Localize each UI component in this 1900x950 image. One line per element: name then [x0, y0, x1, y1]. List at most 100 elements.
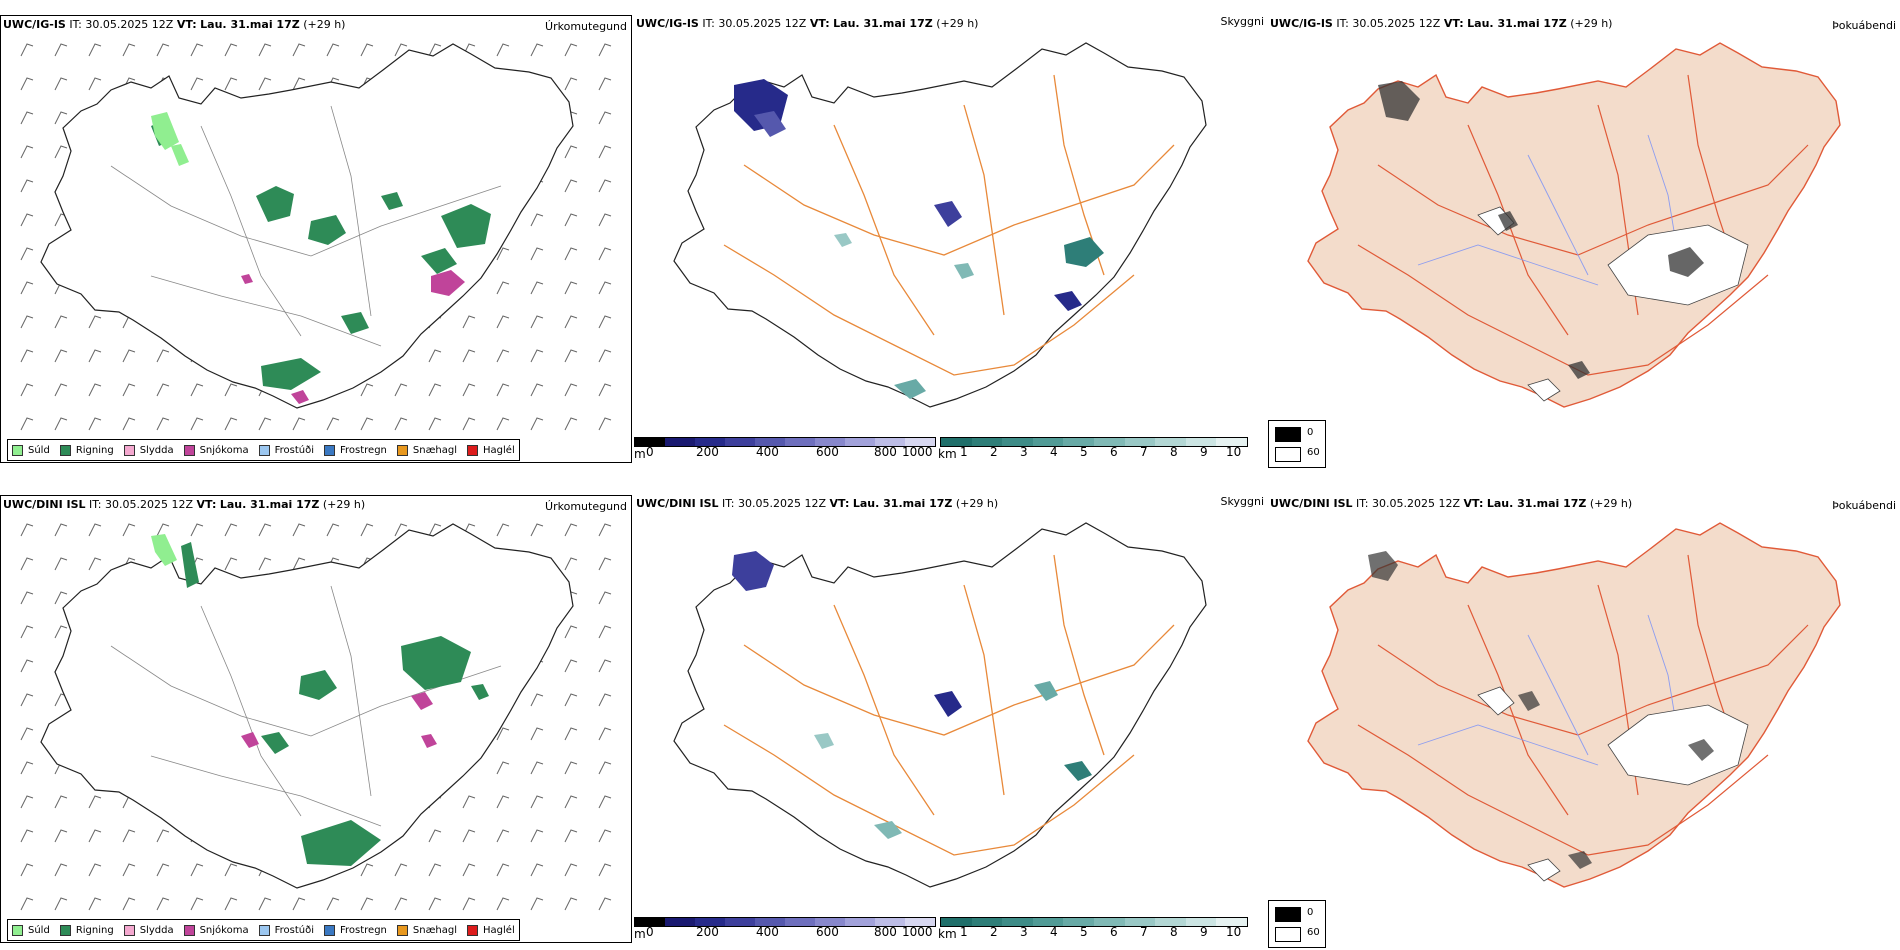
colorbar-step: [635, 438, 665, 446]
vt-value: Lau. 31.mai 17Z: [1467, 17, 1567, 30]
legend-item: Rigning: [59, 444, 114, 456]
vt-value: Lau. 31.mai 17Z: [219, 498, 320, 511]
cloud-base-tick: 400: [756, 445, 779, 459]
visibility-tick: 1: [960, 445, 968, 459]
vt-label: VT:: [1443, 17, 1464, 30]
vt-label: VT:: [1463, 497, 1484, 510]
cloud-base-tick: 600: [816, 445, 839, 459]
colorbar-step: [785, 438, 815, 446]
precip-map: [20, 523, 612, 911]
model-name: UWC/DINI ISL: [1270, 497, 1353, 510]
colorbar-step: [971, 438, 1003, 446]
colorbar-step: [785, 918, 815, 926]
iceland-outline: [673, 42, 1207, 408]
road-network: [110, 105, 502, 347]
panel-title-precip: Úrkomutegund: [545, 20, 627, 33]
it-value: 30.05.2025 12Z: [718, 17, 807, 30]
visibility-colorbar: km 1 2 3 4 5 6 7 8 9 10: [938, 917, 1258, 941]
legend-item: Snæhagl: [396, 924, 457, 936]
it-value: 30.05.2025 12Z: [105, 498, 194, 511]
legend-label: Slydda: [139, 924, 174, 936]
colorbar-step: [1063, 438, 1094, 446]
cloud-map: [673, 522, 1207, 888]
vt-label: VT:: [176, 18, 197, 31]
fog-map: [1307, 42, 1841, 408]
panel-header: UWC/DINI ISL IT: 30.05.2025 12Z VT: Lau.…: [3, 498, 365, 511]
legend-label: Frostúði: [274, 924, 314, 936]
legend-swatch: [396, 924, 408, 936]
legend-swatch: [59, 444, 71, 456]
panel-header: UWC/IG-IS IT: 30.05.2025 12Z VT: Lau. 31…: [3, 18, 345, 31]
legend-label: Súld: [28, 444, 50, 456]
road-network: [723, 554, 1175, 856]
rain-areas: [151, 120, 491, 390]
legend-item: Slydda: [123, 924, 174, 936]
fog-panel-bottom: UWC/DINI ISL IT: 30.05.2025 12Z VT: Lau.…: [1268, 495, 1900, 948]
cloud-base-tick: 200: [696, 445, 719, 459]
fog-legend-swatch-60: [1275, 927, 1301, 942]
fog-areas: [1368, 551, 1714, 869]
lead-time: (+29 h): [936, 17, 979, 30]
legend-item: Snjókoma: [183, 444, 249, 456]
legend-swatch: [123, 924, 135, 936]
visibility-tick: 10: [1226, 445, 1242, 459]
colorbar-step: [725, 438, 755, 446]
it-label: IT:: [702, 17, 715, 30]
cloud-base-areas: [734, 79, 1104, 399]
snow-areas: [241, 270, 465, 404]
legend-item: Rigning: [59, 924, 114, 936]
colorbar-step: [1093, 918, 1125, 926]
iceland-outline: [40, 523, 574, 889]
iceland-land: [1307, 42, 1841, 408]
colorbar-step: [1032, 438, 1064, 446]
visibility-colorbar: km 1 2 3 4 5 6 7 8 9 10: [938, 437, 1258, 461]
legend-swatch: [12, 444, 23, 456]
legend-label: Haglél: [483, 924, 515, 936]
legend-label: Snjókoma: [199, 924, 249, 936]
cloud-base-tick: 800: [874, 445, 897, 459]
cloud-base-tick: 400: [756, 925, 779, 939]
fog-map: [1307, 522, 1841, 888]
model-name: UWC/DINI ISL: [636, 497, 719, 510]
legend-item: Haglél: [467, 444, 515, 456]
model-name: UWC/IG-IS: [636, 17, 699, 30]
visibility-tick: 10: [1226, 925, 1242, 939]
fog-legend-swatch-0: [1275, 907, 1301, 922]
visibility-tick: 9: [1200, 925, 1208, 939]
it-label: IT:: [1356, 497, 1369, 510]
legend-swatch: [59, 924, 71, 936]
colorbar-step: [1032, 918, 1064, 926]
legend-swatch: [324, 924, 335, 936]
panel-header: UWC/IG-IS IT: 30.05.2025 12Z VT: Lau. 31…: [636, 17, 978, 30]
visibility-tick: 8: [1170, 445, 1178, 459]
colorbar-step: [905, 918, 935, 926]
visibility-tick: 3: [1020, 925, 1028, 939]
rain-areas: [181, 542, 489, 866]
legend-item: Frostregn: [324, 924, 387, 936]
model-name: UWC/IG-IS: [3, 18, 66, 31]
glaciers: [1477, 686, 1749, 882]
legend-swatch: [12, 924, 23, 936]
lead-time: (+29 h): [303, 18, 346, 31]
drizzle-areas: [151, 112, 189, 166]
colorbar-step: [665, 918, 695, 926]
road-network: [723, 74, 1175, 376]
cloud-base-bar: [634, 437, 936, 447]
legend-swatch: [258, 444, 270, 456]
vt-label: VT:: [829, 497, 850, 510]
panel-header: UWC/IG-IS IT: 30.05.2025 12Z VT: Lau. 31…: [1270, 17, 1612, 30]
visibility-tick: 1: [960, 925, 968, 939]
fog-legend: 0 60: [1268, 420, 1326, 468]
visibility-tick: 5: [1080, 445, 1088, 459]
it-value: 30.05.2025 12Z: [85, 18, 174, 31]
visibility-tick: 9: [1200, 445, 1208, 459]
fog-legend-label: 0: [1307, 427, 1314, 438]
legend-label: Haglél: [483, 444, 515, 456]
legend-label: Súld: [28, 924, 50, 936]
panel-title-fog: Þokuábendi: [1832, 19, 1896, 32]
cloud-base-tick: 200: [696, 925, 719, 939]
colorbar-step: [755, 438, 785, 446]
iceland-outline: [40, 43, 574, 409]
colorbar-step: [725, 918, 755, 926]
visibility-tick: 4: [1050, 925, 1058, 939]
